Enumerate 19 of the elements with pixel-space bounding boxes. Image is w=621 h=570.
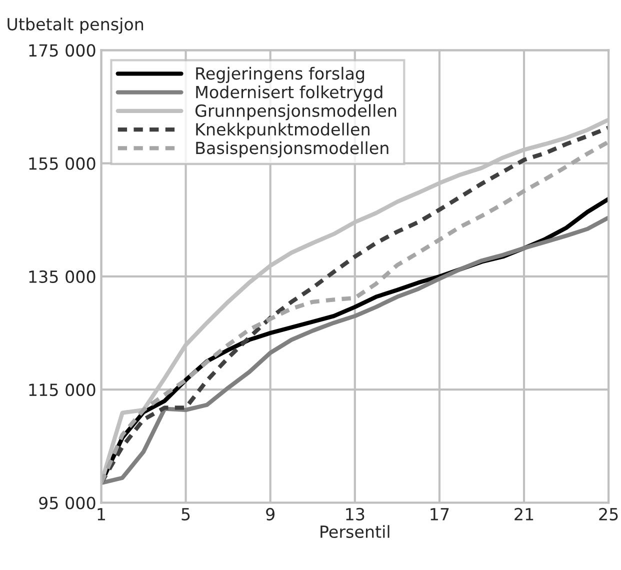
x-tick-label: 5 [182,508,190,520]
y-tick-label: 155 000 [29,157,96,170]
x-tick-label: 25 [599,508,618,520]
legend-label: Modernisert folketrygd [196,85,382,102]
y-axis-title: Utbetalt pensjon [8,18,144,34]
y-tick-label: 115 000 [29,384,96,396]
x-axis-title: Persentil [320,525,390,538]
x-tick-label: 21 [514,508,534,520]
y-tick-label: 175 000 [29,44,96,57]
x-tick-label: 13 [346,508,364,520]
y-tick-label: 135 000 [29,270,96,284]
x-tick-label: 9 [266,508,274,520]
y-tick-label: 95 000 [39,496,96,510]
legend-label: Grunnpensjonsmodellen [195,104,396,120]
x-tick-label: 17 [430,508,449,520]
legend-label: Basispensjonsmodellen [196,141,388,158]
legend-label: Regjeringens forslag [196,66,364,83]
legend-label: Knekkpunktmodellen [196,122,370,139]
x-tick-label: 1 [98,508,105,520]
